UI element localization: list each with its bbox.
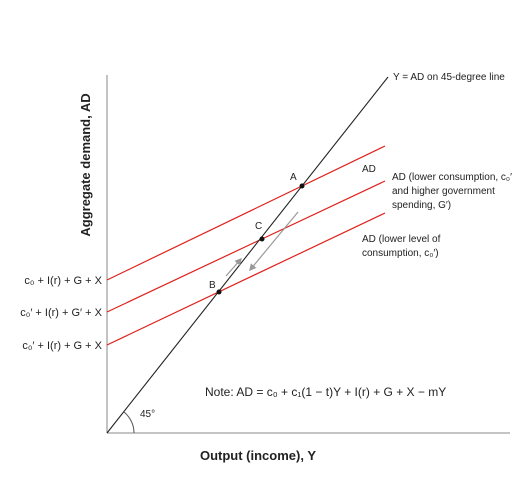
ad-label: AD (lower consumption, c₀′ bbox=[392, 172, 512, 183]
ad-label: AD (lower level of bbox=[362, 234, 441, 245]
intercept-label: c₀′ + I(r) + G′ + X bbox=[20, 307, 102, 319]
angle-arc bbox=[123, 411, 135, 434]
note: Note: AD = c₀ + c₁(1 − t)Y + I(r) + G + … bbox=[205, 385, 446, 399]
intercept-label: c₀′ + I(r) + G + X bbox=[22, 340, 102, 352]
line-45 bbox=[106, 76, 389, 434]
line-45-label: Y = AD on 45-degree line bbox=[393, 72, 505, 83]
ad-label: consumption, c₀′) bbox=[362, 248, 439, 259]
ad-line bbox=[106, 145, 386, 281]
arrow bbox=[225, 257, 242, 277]
ad-line bbox=[106, 180, 386, 313]
point-label: C bbox=[255, 221, 262, 232]
point bbox=[299, 183, 305, 189]
intercept-label: c₀ + I(r) + G + X bbox=[24, 275, 102, 287]
point bbox=[216, 289, 222, 295]
ad-label: and higher government bbox=[392, 186, 495, 197]
y-axis-label: Aggregate demand, AD bbox=[78, 93, 93, 236]
ad-line bbox=[106, 212, 386, 346]
ad-label: spending, G′) bbox=[392, 200, 451, 211]
point-label: A bbox=[290, 172, 297, 183]
angle-label: 45° bbox=[140, 409, 155, 420]
point-label: B bbox=[209, 280, 216, 291]
ad-label: AD bbox=[362, 164, 376, 175]
point bbox=[259, 236, 265, 242]
x-axis-label: Output (income), Y bbox=[200, 448, 316, 463]
arrow bbox=[249, 211, 299, 272]
